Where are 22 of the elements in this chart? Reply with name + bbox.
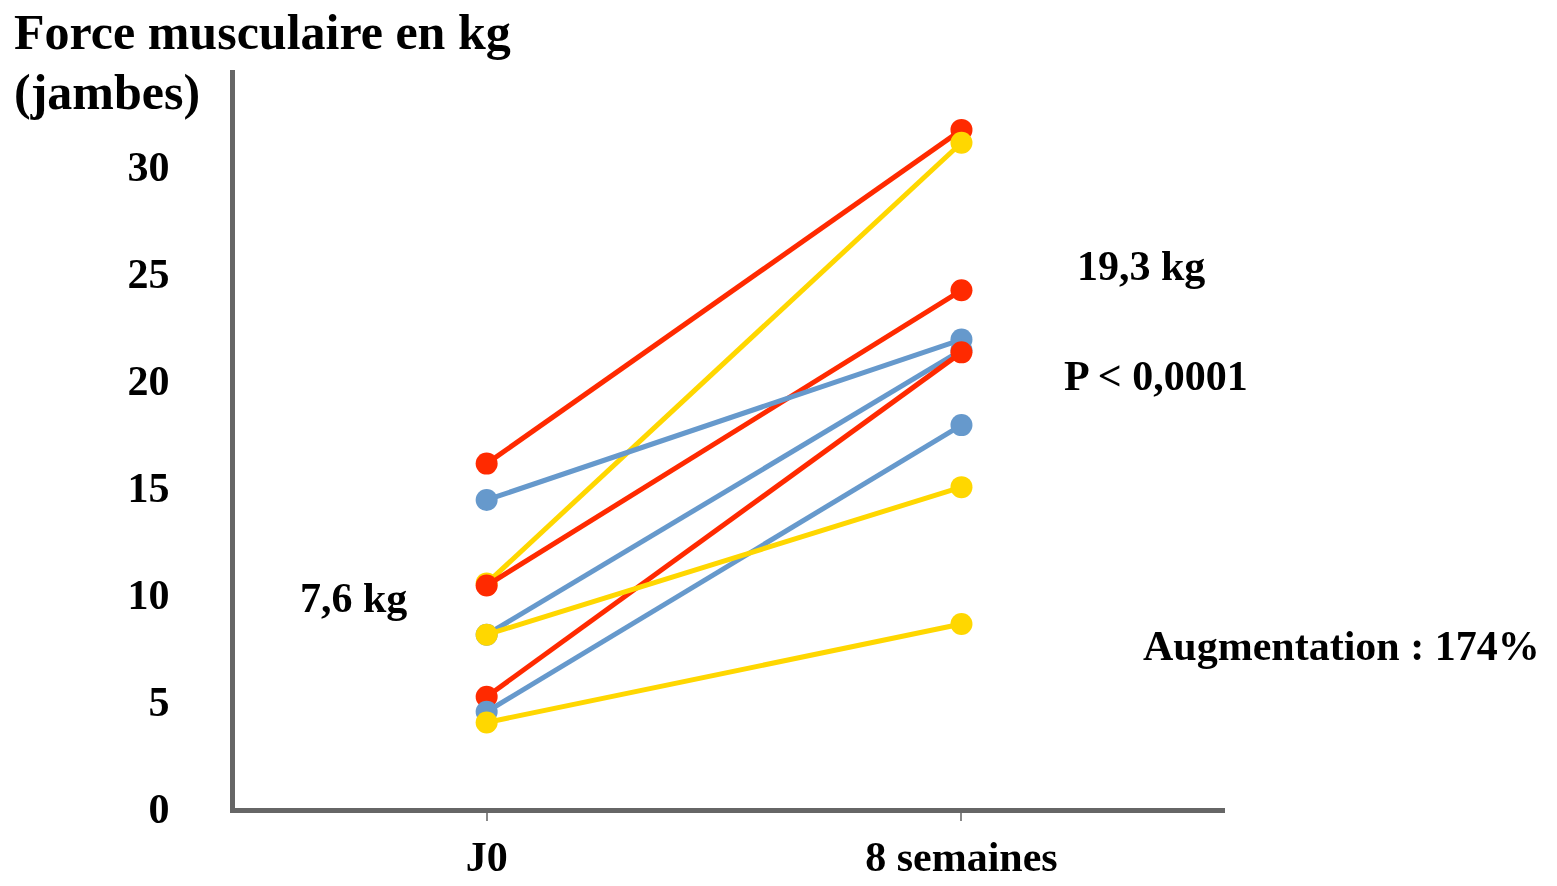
annotation: 7,6 kg bbox=[300, 575, 408, 621]
y-tick-label: 25 bbox=[127, 250, 170, 297]
point bbox=[475, 488, 498, 511]
point bbox=[950, 476, 973, 499]
x-tick-label: J0 bbox=[465, 834, 508, 881]
x-tick-label: 8 semaines bbox=[865, 834, 1058, 881]
point bbox=[950, 279, 973, 302]
y-axis-title: Force musculaire en kg (jambes) bbox=[14, 3, 512, 122]
y-tick-label: 30 bbox=[127, 143, 170, 190]
y-tick-label: 15 bbox=[127, 464, 170, 511]
y-tick-label: 10 bbox=[127, 571, 170, 618]
point bbox=[950, 414, 973, 437]
annotation: Augmentation : 174% bbox=[1143, 623, 1540, 669]
annotation: 19,3 kg bbox=[1077, 243, 1206, 289]
point bbox=[950, 613, 973, 636]
point bbox=[950, 131, 973, 154]
point bbox=[475, 711, 498, 734]
y-tick-label: 20 bbox=[127, 357, 170, 404]
y-tick-label: 5 bbox=[148, 678, 170, 725]
annotation: P < 0,0001 bbox=[1064, 353, 1248, 399]
y-tick-label: 0 bbox=[148, 785, 170, 832]
point bbox=[475, 452, 498, 475]
